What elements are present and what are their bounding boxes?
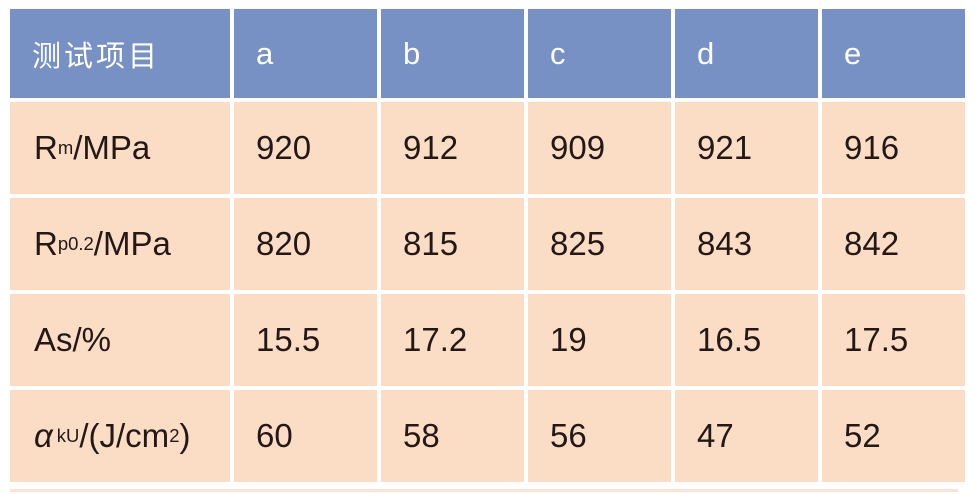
table-cell-tensile-strength-d: 921 (675, 102, 818, 194)
table-cell-impact-toughness-a: 60 (234, 390, 377, 482)
table-cell-elongation-c: 19 (528, 294, 671, 386)
table-cell-yield-strength-e: 842 (822, 198, 965, 290)
label-segment: ) (179, 417, 191, 454)
label-segment: R (34, 129, 58, 166)
table-cell-impact-toughness-d: 47 (675, 390, 818, 482)
row-label-elongation: As/% (10, 294, 230, 386)
table-cell-elongation-d: 16.5 (675, 294, 818, 386)
label-segment: R (34, 225, 58, 262)
header-cell-b: b (381, 9, 524, 98)
table-cell-tensile-strength-c: 909 (528, 102, 671, 194)
label-segment: /MPa (73, 129, 151, 166)
table-cell-tensile-strength-e: 916 (822, 102, 965, 194)
label-segment: /(J/cm (79, 417, 170, 454)
table-cell-yield-strength-a: 820 (234, 198, 377, 290)
header-cell-a: a (234, 9, 377, 98)
table-cell-impact-toughness-b: 58 (381, 390, 524, 482)
label-segment: 2 (169, 425, 180, 446)
header-cell-test-item: 测试项目 (10, 9, 230, 98)
header-cell-c: c (528, 9, 671, 98)
label-segment: α (34, 417, 53, 454)
table-cell-yield-strength-b: 815 (381, 198, 524, 290)
table-cell-elongation-a: 15.5 (234, 294, 377, 386)
label-segment: m (57, 137, 74, 158)
table-cell-tensile-strength-b: 912 (381, 102, 524, 194)
label-segment: p0.2 (57, 233, 94, 254)
label-segment: /MPa (93, 225, 171, 262)
table-cell-yield-strength-d: 843 (675, 198, 818, 290)
header-cell-d: d (675, 9, 818, 98)
table-cell-yield-strength-c: 825 (528, 198, 671, 290)
table-cell-tensile-strength-a: 920 (234, 102, 377, 194)
table-cell-elongation-e: 17.5 (822, 294, 965, 386)
label-segment: As/% (34, 321, 112, 358)
table-bottom-edge (10, 489, 958, 492)
table-cell-impact-toughness-e: 52 (822, 390, 965, 482)
table-cell-elongation-b: 17.2 (381, 294, 524, 386)
label-segment: kU (56, 425, 80, 446)
table-cell-impact-toughness-c: 56 (528, 390, 671, 482)
header-cell-e: e (822, 9, 965, 98)
row-label-impact-toughness: α kU/(J/cm 2) (10, 390, 230, 482)
